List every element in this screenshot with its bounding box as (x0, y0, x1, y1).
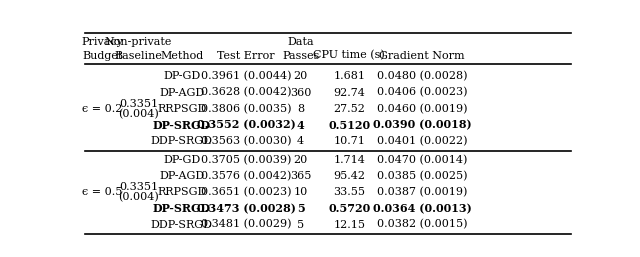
Text: (0.004): (0.004) (118, 109, 159, 119)
Text: RRPSGD: RRPSGD (157, 104, 206, 114)
Text: CPU time (s): CPU time (s) (314, 50, 385, 61)
Text: 92.74: 92.74 (333, 88, 365, 98)
Text: ϵ = 0.2: ϵ = 0.2 (82, 104, 122, 114)
Text: 10.71: 10.71 (333, 136, 365, 146)
Text: 0.3961 (0.0044): 0.3961 (0.0044) (201, 71, 291, 81)
Text: DDP-SRGD: DDP-SRGD (150, 136, 212, 146)
Text: 27.52: 27.52 (333, 104, 365, 114)
Text: (0.004): (0.004) (118, 192, 159, 203)
Text: DP-SRGD: DP-SRGD (152, 120, 211, 131)
Text: 4: 4 (297, 120, 305, 131)
Text: 1.714: 1.714 (333, 155, 365, 164)
Text: DP-GD: DP-GD (163, 71, 200, 81)
Text: 20: 20 (294, 155, 308, 164)
Text: 360: 360 (290, 88, 312, 98)
Text: 0.3628 (0.0042): 0.3628 (0.0042) (201, 87, 291, 98)
Text: 0.0401 (0.0022): 0.0401 (0.0022) (377, 136, 467, 146)
Text: 5: 5 (297, 219, 304, 230)
Text: 0.5720: 0.5720 (328, 203, 371, 214)
Text: 95.42: 95.42 (333, 171, 365, 181)
Text: 5: 5 (297, 203, 305, 214)
Text: ϵ = 0.5: ϵ = 0.5 (82, 187, 122, 197)
Text: 0.0460 (0.0019): 0.0460 (0.0019) (377, 104, 467, 114)
Text: 0.3651 (0.0023): 0.3651 (0.0023) (201, 187, 291, 197)
Text: 0.3552 (0.0032): 0.3552 (0.0032) (196, 120, 296, 131)
Text: Passes: Passes (282, 51, 319, 61)
Text: DP-SRGD: DP-SRGD (152, 203, 211, 214)
Text: 10: 10 (294, 187, 308, 197)
Text: 0.3563 (0.0030): 0.3563 (0.0030) (201, 136, 291, 146)
Text: 0.3351: 0.3351 (119, 182, 158, 192)
Text: 0.3576 (0.0042): 0.3576 (0.0042) (201, 171, 291, 181)
Text: DP-AGD: DP-AGD (159, 171, 204, 181)
Text: Data: Data (287, 37, 314, 47)
Text: DDP-SRGD: DDP-SRGD (150, 219, 212, 230)
Text: Privacy: Privacy (81, 37, 124, 47)
Text: 0.0385 (0.0025): 0.0385 (0.0025) (377, 171, 467, 181)
Text: 0.3705 (0.0039): 0.3705 (0.0039) (201, 154, 291, 165)
Text: DP-GD: DP-GD (163, 155, 200, 164)
Text: 0.3473 (0.0028): 0.3473 (0.0028) (196, 203, 296, 214)
Text: 33.55: 33.55 (333, 187, 365, 197)
Text: 0.0406 (0.0023): 0.0406 (0.0023) (377, 87, 467, 98)
Text: 0.5120: 0.5120 (328, 120, 371, 131)
Text: 0.0382 (0.0015): 0.0382 (0.0015) (377, 219, 467, 230)
Text: 0.3351: 0.3351 (119, 99, 158, 109)
Text: 365: 365 (290, 171, 312, 181)
Text: DP-AGD: DP-AGD (159, 88, 204, 98)
Text: Budget: Budget (82, 51, 122, 61)
Text: 0.3806 (0.0035): 0.3806 (0.0035) (201, 104, 291, 114)
Text: 8: 8 (297, 104, 304, 114)
Text: Method: Method (160, 51, 204, 61)
Text: Baseline: Baseline (115, 51, 163, 61)
Text: 0.0364 (0.0013): 0.0364 (0.0013) (373, 203, 472, 214)
Text: 4: 4 (297, 136, 304, 146)
Text: 1.681: 1.681 (333, 71, 365, 81)
Text: Non-private: Non-private (105, 37, 172, 47)
Text: 12.15: 12.15 (333, 219, 365, 230)
Text: 0.3481 (0.0029): 0.3481 (0.0029) (201, 219, 291, 230)
Text: 0.0470 (0.0014): 0.0470 (0.0014) (377, 154, 467, 165)
Text: Test Error: Test Error (218, 51, 275, 61)
Text: 0.0390 (0.0018): 0.0390 (0.0018) (373, 120, 472, 131)
Text: RRPSGD: RRPSGD (157, 187, 206, 197)
Text: 0.0480 (0.0028): 0.0480 (0.0028) (377, 71, 467, 81)
Text: 0.0387 (0.0019): 0.0387 (0.0019) (377, 187, 467, 197)
Text: Gradient Norm: Gradient Norm (380, 51, 465, 61)
Text: 20: 20 (294, 71, 308, 81)
